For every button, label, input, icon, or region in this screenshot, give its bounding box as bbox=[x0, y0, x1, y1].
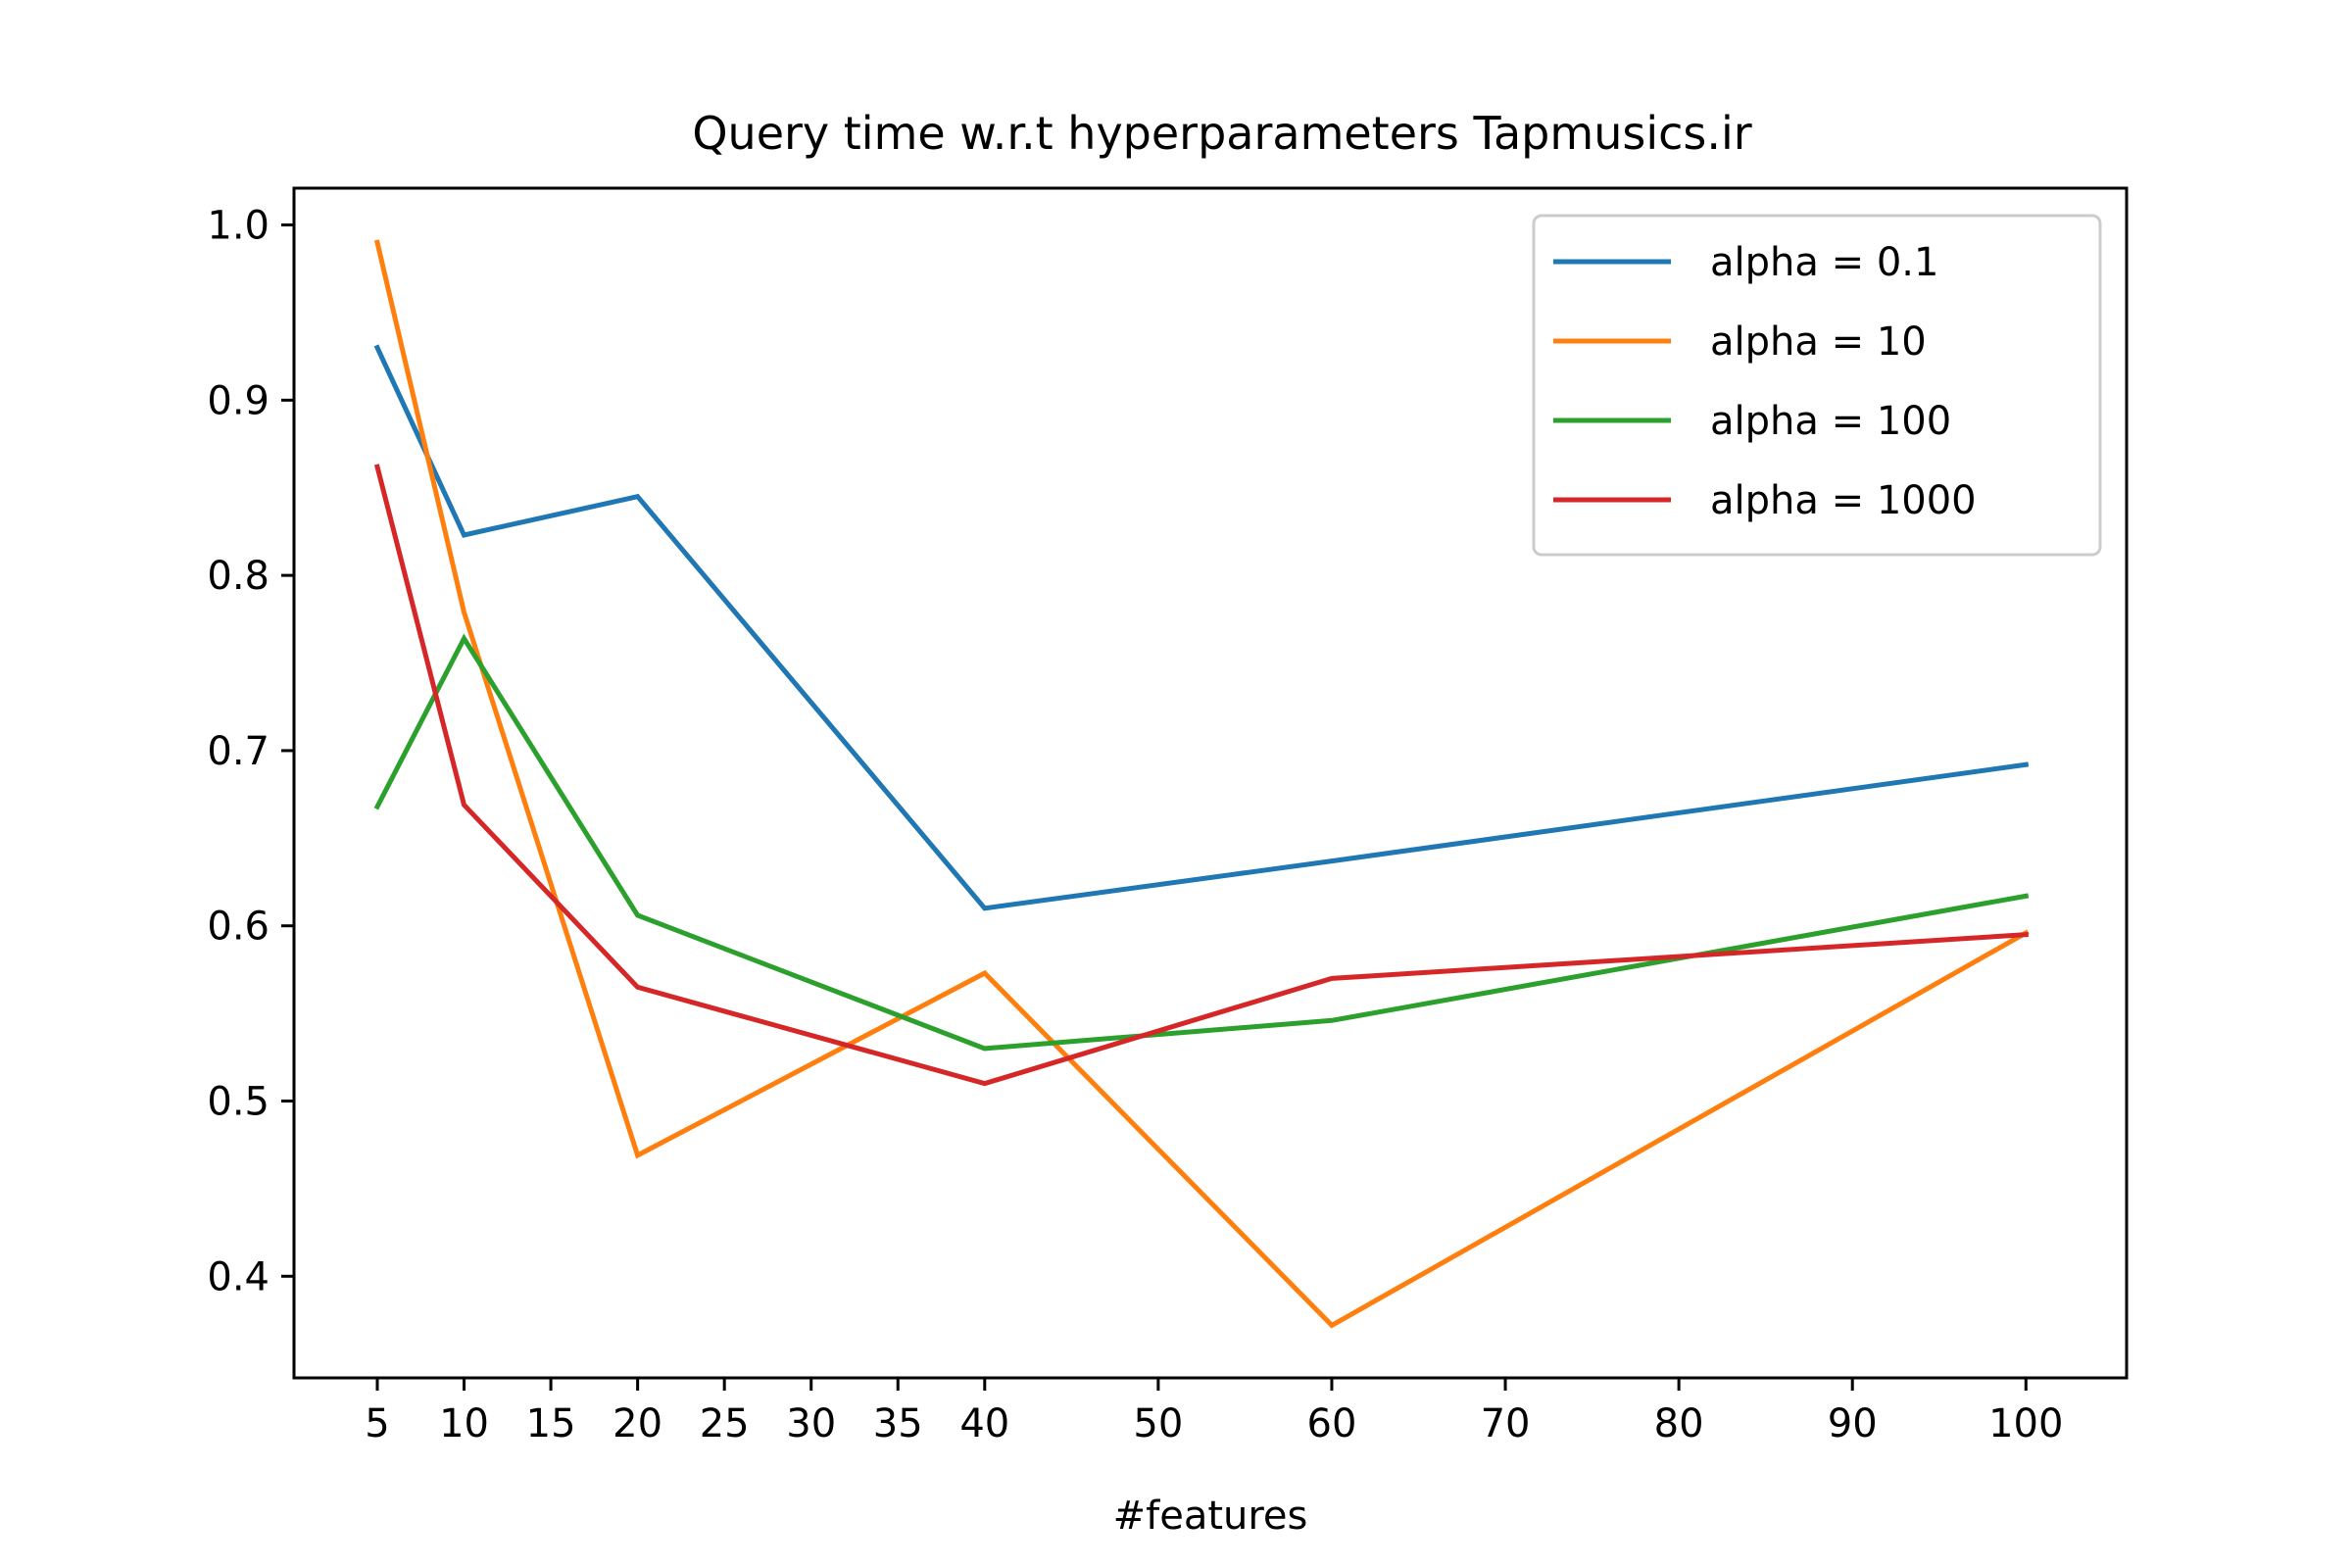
y-tick-label-2: 0.6 bbox=[207, 905, 270, 950]
series-line-1 bbox=[373, 239, 2030, 1329]
plot-frame bbox=[292, 186, 2129, 1380]
x-tick-label-7: 40 bbox=[959, 1401, 1009, 1446]
legend-label-2: alpha = 100 bbox=[1710, 399, 1951, 444]
y-tick-label-6: 1.0 bbox=[207, 204, 270, 249]
x-tick-label-12: 90 bbox=[1828, 1401, 1878, 1446]
x-tick-label-11: 80 bbox=[1654, 1401, 1704, 1446]
y-tick-label-0: 0.4 bbox=[207, 1254, 270, 1299]
legend: alpha = 0.1 alpha = 10 alpha = 100 alpha = … bbox=[1532, 214, 2102, 557]
y-tick-label-4: 0.8 bbox=[207, 554, 270, 599]
chart-title: Query time w.r.t hyperparameters Tapmusi… bbox=[692, 107, 1751, 160]
legend-label-3: alpha = 1000 bbox=[1710, 478, 1977, 523]
y-axis: 0.4 0.5 0.6 0.7 0.8 0.9 1.0 bbox=[207, 204, 294, 1299]
x-tick-label-13: 100 bbox=[1988, 1401, 2063, 1446]
legend-label-0: alpha = 0.1 bbox=[1710, 240, 1938, 285]
x-tick-label-8: 50 bbox=[1133, 1401, 1183, 1446]
x-tick-label-0: 5 bbox=[365, 1401, 389, 1446]
y-tick-label-1: 0.5 bbox=[207, 1080, 270, 1125]
y-tick-label-5: 0.9 bbox=[207, 378, 270, 423]
x-axis: 5 10 15 20 25 30 35 40 50 60 70 80 90 100 bbox=[365, 1378, 2063, 1446]
legend-label-1: alpha = 10 bbox=[1710, 319, 1927, 365]
x-tick-label-2: 15 bbox=[526, 1401, 576, 1446]
series-line-0 bbox=[373, 344, 2030, 911]
x-tick-label-6: 35 bbox=[873, 1401, 923, 1446]
legend-box bbox=[1532, 214, 2102, 557]
series-line-2 bbox=[373, 633, 2030, 1052]
x-tick-label-4: 25 bbox=[700, 1401, 750, 1446]
x-tick-label-9: 60 bbox=[1307, 1401, 1357, 1446]
plot-area bbox=[373, 239, 2030, 1329]
series-line-3 bbox=[373, 464, 2029, 1087]
x-axis-label: #features bbox=[1113, 1494, 1308, 1539]
x-tick-label-3: 20 bbox=[612, 1401, 662, 1446]
x-tick-label-1: 10 bbox=[439, 1401, 489, 1446]
x-tick-label-10: 70 bbox=[1481, 1401, 1531, 1446]
y-tick-label-3: 0.7 bbox=[207, 729, 270, 774]
x-tick-label-5: 30 bbox=[786, 1401, 836, 1446]
